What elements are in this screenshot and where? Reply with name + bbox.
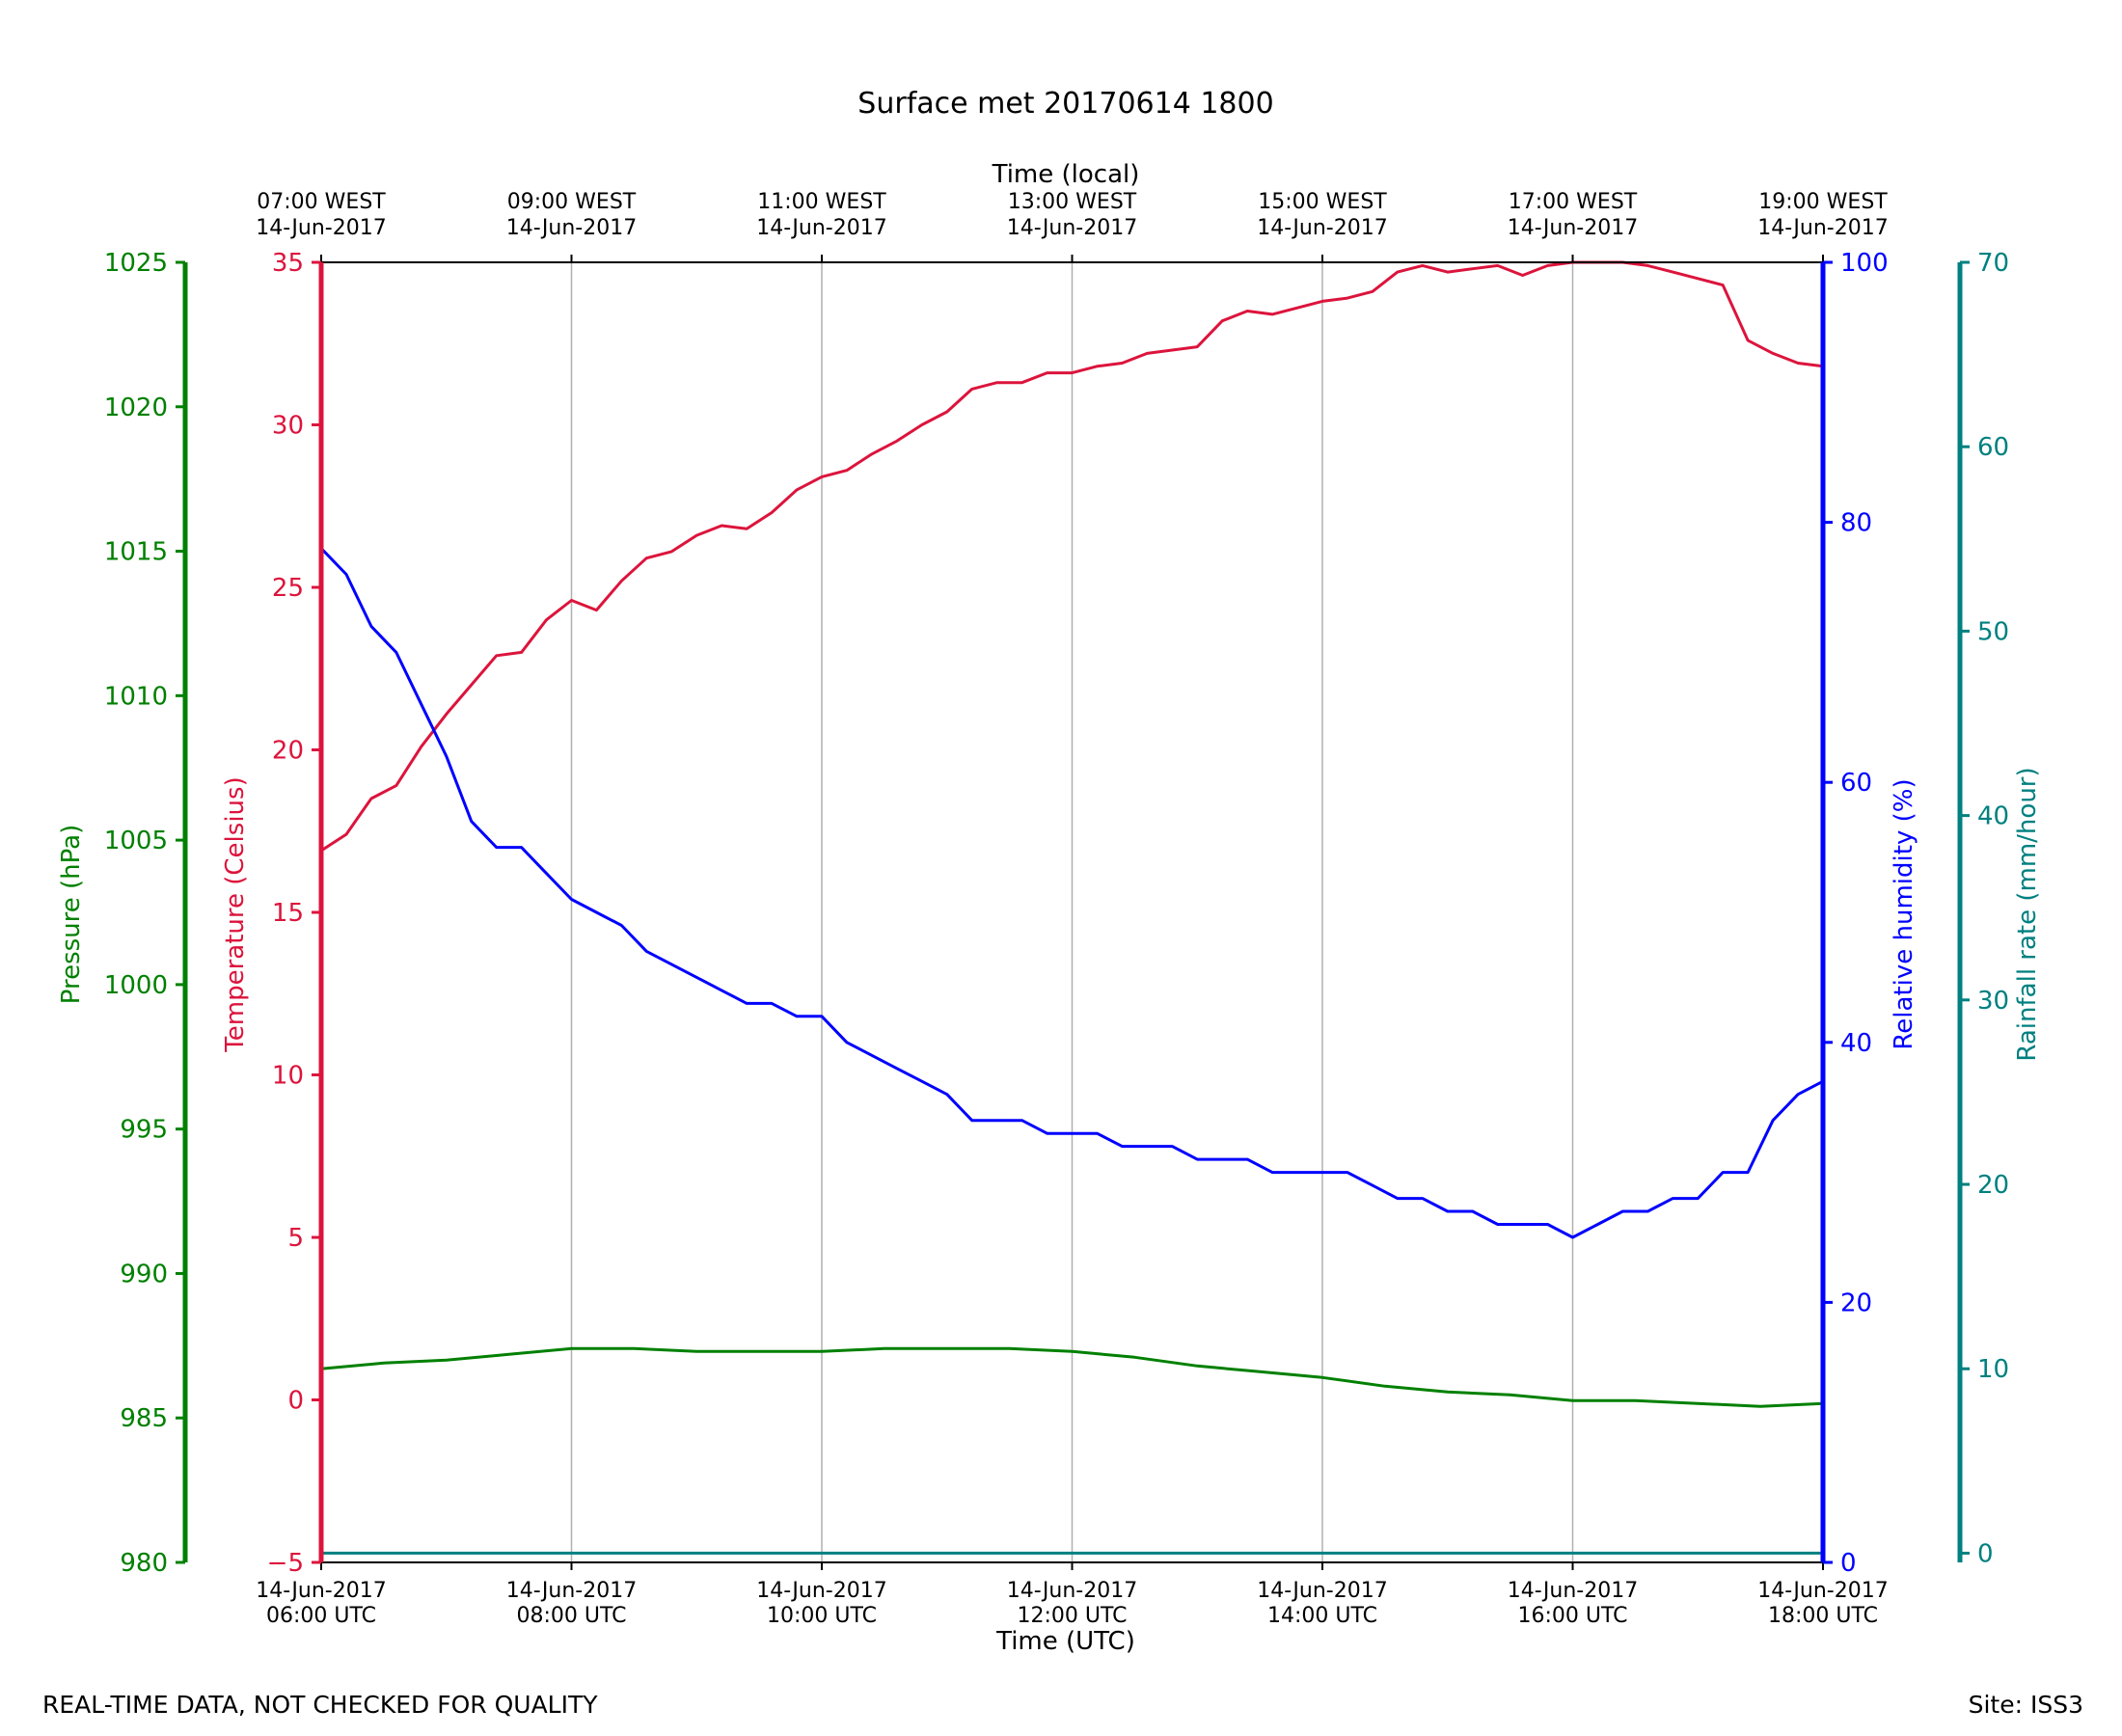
pressure-tick-label: 1015 [104,538,168,567]
humidity-tick-label: 60 [1840,769,1872,798]
x-tick-label-bottom-date: 14-Jun-2017 [256,1579,386,1603]
x-tick-label-top-date: 14-Jun-2017 [756,216,886,240]
x-tick-label-top-date: 14-Jun-2017 [1508,216,1638,240]
x-tick-label-bottom-time: 10:00 UTC [767,1604,877,1628]
humidity-tick-label: 100 [1840,249,1889,278]
grid-lines [570,262,1574,1562]
rainfall-tick-label: 10 [1977,1355,2009,1384]
x-tick-label-bottom-date: 14-Jun-2017 [506,1579,637,1603]
pressure-tick-label: 985 [120,1404,168,1433]
rainfall-tick-label: 30 [1977,987,2009,1016]
x-tick-label-top-date: 14-Jun-2017 [1257,216,1387,240]
x-tick-label-bottom-time: 18:00 UTC [1768,1604,1878,1628]
temperature-tick-label: 25 [272,574,304,603]
rainfall-tick-label: 70 [1977,249,2009,278]
rainfall-tick-label: 0 [1977,1539,1994,1568]
x-tick-label-top-date: 14-Jun-2017 [1757,216,1888,240]
temperature-tick-label: 15 [272,899,304,928]
x-tick-label-top-time: 11:00 WEST [757,190,886,214]
x-tick-label-bottom-time: 12:00 UTC [1017,1604,1127,1628]
humidity-tick-label: 80 [1840,509,1872,538]
x-tick-label-top-date: 14-Jun-2017 [1007,216,1137,240]
x-tick-label-bottom-time: 16:00 UTC [1517,1604,1627,1628]
x-tick-label-top-date: 14-Jun-2017 [506,216,637,240]
pressure-series-line [320,1346,1824,1408]
x-tick-label-bottom-date: 14-Jun-2017 [1257,1579,1387,1603]
temperature-tick-label: 5 [287,1224,304,1253]
humidity-tick-label: 20 [1840,1288,1872,1317]
rainfall-tick-label: 50 [1977,617,2009,646]
pressure-tick-label: 1010 [104,682,168,711]
pressure-tick-label: 1025 [104,249,168,278]
x-tick-label-top-time: 15:00 WEST [1258,190,1387,214]
x-tick-label-top-time: 19:00 WEST [1758,190,1888,214]
temperature-tick-label: 0 [287,1387,304,1416]
pressure-tick-label: 1005 [104,827,168,855]
temperature-tick-label: 10 [272,1062,304,1091]
footer-site: Site: ISS3 [1969,1691,2083,1719]
pressure-tick-label: 1020 [104,393,168,422]
x-tick-label-top-date: 14-Jun-2017 [256,216,386,240]
temperature-axis-label: Temperature (Celsius) [221,776,250,1052]
temperature-tick-label: 30 [272,412,304,441]
x-tick-label-top-time: 07:00 WEST [257,190,386,214]
x-tick-label-bottom-time: 14:00 UTC [1267,1604,1377,1628]
humidity-series-line [319,547,1824,1239]
chart-title: Surface met 20170614 1800 [857,87,1273,121]
rainfall-tick-label: 20 [1977,1171,2009,1200]
x-tick-label-bottom-date: 14-Jun-2017 [1007,1579,1137,1603]
x-tick-label-bottom-date: 14-Jun-2017 [1757,1579,1888,1603]
x-tick-label-bottom-time: 06:00 UTC [266,1604,376,1628]
pressure-tick-label: 980 [120,1549,168,1578]
pressure-tick-label: 990 [120,1260,168,1288]
temperature-tick-label: −5 [267,1549,304,1578]
rainfall-axis-label: Rainfall rate (mm/hour) [2013,767,2042,1061]
x-tick-label-top-time: 13:00 WEST [1008,190,1137,214]
pressure-tick-label: 1000 [104,971,168,1000]
humidity-tick-label: 40 [1840,1029,1872,1058]
pressure-tick-label: 995 [120,1116,168,1145]
x-tick-label-bottom-time: 08:00 UTC [516,1604,626,1628]
x-tick-label-bottom-date: 14-Jun-2017 [756,1579,886,1603]
x-axis-label-bottom: Time (UTC) [995,1627,1135,1656]
footer-quality-note: REAL-TIME DATA, NOT CHECKED FOR QUALITY [42,1691,598,1719]
humidity-tick-label: 0 [1840,1549,1857,1578]
temperature-tick-label: 20 [272,737,304,766]
rainfall-tick-label: 60 [1977,433,2009,462]
humidity-axis-label: Relative humidity (%) [1890,778,1918,1049]
x-tick-label-bottom-date: 14-Jun-2017 [1508,1579,1638,1603]
x-tick-label-top-time: 09:00 WEST [507,190,637,214]
rainfall-tick-label: 40 [1977,802,2009,831]
x-axis-label-top: Time (local) [992,160,1140,189]
x-tick-label-top-time: 17:00 WEST [1509,190,1638,214]
temperature-tick-label: 35 [272,249,304,278]
pressure-axis-label: Pressure (hPa) [57,825,86,1005]
